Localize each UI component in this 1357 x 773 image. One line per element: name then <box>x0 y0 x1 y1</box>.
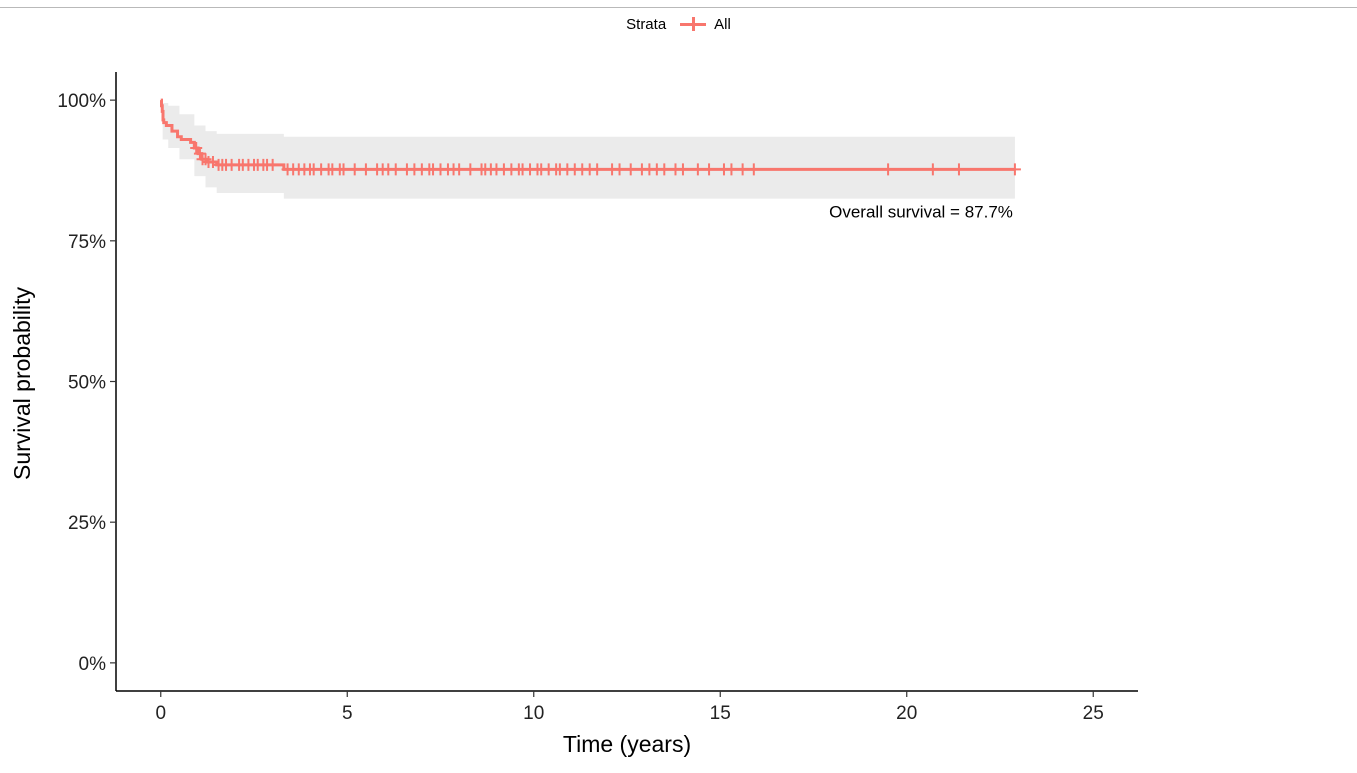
confidence-band-layer <box>160 100 1015 199</box>
y-tick-label: 0% <box>79 654 107 675</box>
censor-mark <box>193 147 206 160</box>
censor-mark <box>359 163 372 176</box>
legend-label-all: All <box>714 15 731 33</box>
censor-mark <box>591 163 604 176</box>
censor-marks-layer <box>190 141 1021 176</box>
censor-mark <box>624 163 637 176</box>
censor-mark <box>676 163 689 176</box>
x-tick-label: 15 <box>710 703 731 724</box>
legend-key-censor-mark <box>691 17 695 31</box>
x-tick-label: 5 <box>342 703 353 724</box>
censor-mark <box>464 163 477 176</box>
censor-mark <box>613 163 626 176</box>
y-axis-title: Survival probability <box>9 286 35 480</box>
censor-mark <box>337 163 350 176</box>
y-tick-label: 25% <box>68 513 106 534</box>
legend: Strata All <box>0 12 1357 36</box>
x-axis-title: Time (years) <box>563 731 691 757</box>
censor-mark <box>1008 163 1021 176</box>
censor-mark <box>703 163 716 176</box>
censor-mark <box>747 163 760 176</box>
y-tick-label: 75% <box>68 232 106 253</box>
x-tick-label: 25 <box>1083 703 1104 724</box>
censor-mark <box>453 163 466 176</box>
ticks-layer: 0 5 10 15 20 25 0% 25% 50% 75% 100% <box>57 91 1103 724</box>
y-tick-label: 50% <box>68 373 106 394</box>
x-tick-label: 20 <box>896 703 917 724</box>
censor-mark <box>736 163 749 176</box>
x-tick-label: 10 <box>523 703 544 724</box>
censor-mark <box>952 163 965 176</box>
top-rule <box>0 7 1357 8</box>
censor-mark <box>199 153 212 166</box>
overall-survival-annotation: Overall survival = 87.7% <box>829 202 1013 221</box>
x-tick-label: 0 <box>155 703 166 724</box>
legend-title: Strata <box>626 15 667 33</box>
confidence-band <box>160 100 1015 199</box>
censor-mark <box>926 163 939 176</box>
censor-mark <box>206 156 219 169</box>
censor-mark <box>348 163 361 176</box>
y-tick-label: 100% <box>57 91 106 112</box>
censor-mark <box>691 163 704 176</box>
censor-mark <box>658 163 671 176</box>
censor-mark <box>389 163 402 176</box>
censor-mark <box>882 163 895 176</box>
legend-key-all <box>678 14 708 34</box>
censor-mark <box>725 163 738 176</box>
censor-mark <box>266 158 279 171</box>
